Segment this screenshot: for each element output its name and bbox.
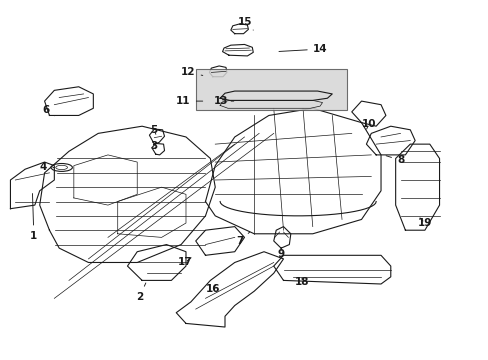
Text: 10: 10 [361,120,375,129]
Text: 19: 19 [417,218,431,228]
Text: 4: 4 [40,162,54,172]
Text: 18: 18 [294,277,308,287]
Text: 5: 5 [150,125,158,135]
Text: 11: 11 [176,96,203,106]
Text: 6: 6 [42,105,54,116]
Text: 16: 16 [205,284,220,294]
Text: 14: 14 [278,44,327,54]
Text: 13: 13 [213,96,233,106]
Text: 17: 17 [177,257,192,267]
Text: 7: 7 [235,232,249,246]
Text: 8: 8 [386,155,404,165]
Text: 12: 12 [181,67,203,77]
Text: 2: 2 [136,283,145,302]
Text: 1: 1 [30,194,38,240]
Text: 9: 9 [277,248,284,258]
Bar [195,69,346,110]
Text: 3: 3 [150,141,158,151]
Text: 15: 15 [238,17,253,30]
